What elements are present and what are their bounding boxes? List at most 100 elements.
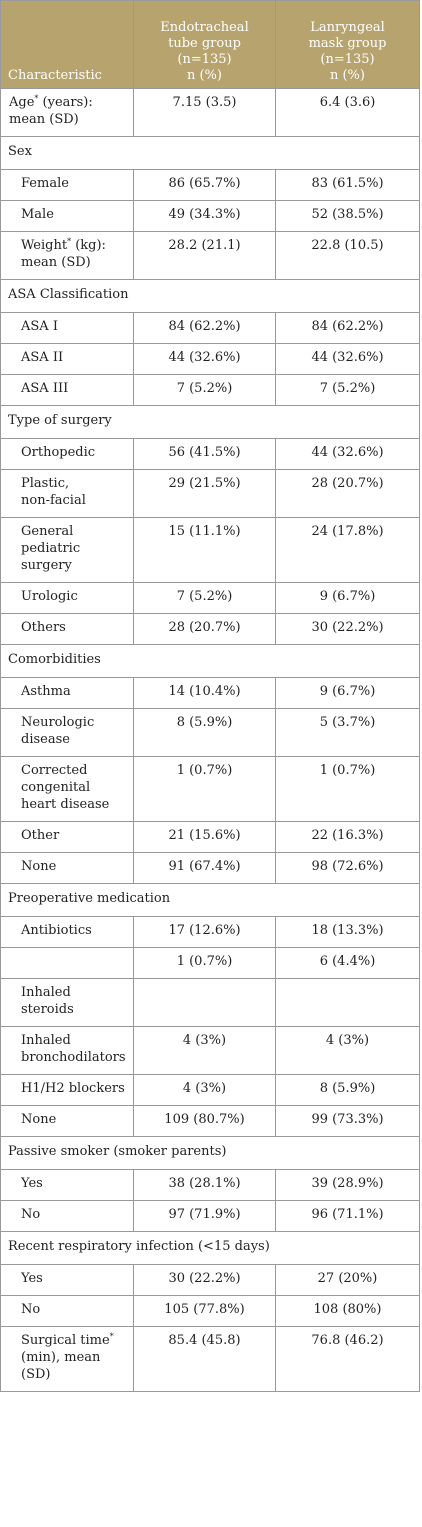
row-label-empty <box>0 947 134 979</box>
section-row-comorbidities: Comorbidities <box>0 644 420 678</box>
table-row: Orthopedic 56 (41.5%) 44 (32.6%) <box>0 438 420 470</box>
cell-g1: 86 (65.7%) <box>133 169 276 201</box>
table-row: Neurologic disease 8 (5.9%) 5 (3.7%) <box>0 708 420 757</box>
cell-g1: 1 (0.7%) <box>133 947 276 979</box>
table-row: General pediatric surgery 15 (11.1%) 24 (17.… <box>0 517 420 583</box>
table-row: Urologic 7 (5.2%) 9 (6.7%) <box>0 582 420 614</box>
section-row-passive-smoker: Passive smoker (smoker parents) <box>0 1136 420 1170</box>
table-row-weight: Weight* (kg): mean (SD) 28.2 (21.1) 22.8 … <box>0 231 420 280</box>
section-row-surgery: Type of surgery <box>0 405 420 439</box>
cell-g1: 109 (80.7%) <box>133 1105 276 1137</box>
section-title: Preoperative medication <box>0 883 420 917</box>
cell-g2 <box>275 978 420 1027</box>
table-row: Plastic, non-facial 29 (21.5%) 28 (20.7%) <box>0 469 420 518</box>
table-row: None 91 (67.4%) 98 (72.6%) <box>0 852 420 884</box>
cell-g1: 14 (10.4%) <box>133 677 276 709</box>
section-title: Comorbidities <box>0 644 420 678</box>
row-label: Inhaled steroids <box>0 978 134 1027</box>
cell-g2: 30 (22.2%) <box>275 613 420 645</box>
table-row: None 109 (80.7%) 99 (73.3%) <box>0 1105 420 1137</box>
table-row: Antibiotics 17 (12.6%) 18 (13.3%) <box>0 916 420 948</box>
row-label: ASA I <box>0 312 134 344</box>
row-label: H1/H2 blockers <box>0 1074 134 1106</box>
section-title: Recent respiratory infection (<15 days) <box>0 1231 420 1265</box>
row-label: Yes <box>0 1264 134 1296</box>
table-row: Other 21 (15.6%) 22 (16.3%) <box>0 821 420 853</box>
row-label: Inhaled bronchodilators <box>0 1026 134 1075</box>
row-label: Plastic, non-facial <box>0 469 134 518</box>
cell-g1: 7 (5.2%) <box>133 374 276 406</box>
table-row: Others 28 (20.7%) 30 (22.2%) <box>0 613 420 645</box>
header-characteristic: Characteristic <box>0 0 134 89</box>
table-row: Inhaled bronchodilators 4 (3%) 4 (3%) <box>0 1026 420 1075</box>
row-label: Others <box>0 613 134 645</box>
cell-g1: 49 (34.3%) <box>133 200 276 232</box>
table-row: Corrected congenital heart disease 1 (0.7%)… <box>0 756 420 822</box>
cell-g2: 99 (73.3%) <box>275 1105 420 1137</box>
cell-g1: 8 (5.9%) <box>133 708 276 757</box>
section-row-premedication: Preoperative medication <box>0 883 420 917</box>
cell-g2: 84 (62.2%) <box>275 312 420 344</box>
cell-g2: 7 (5.2%) <box>275 374 420 406</box>
header-row: Characteristic Endotracheal tube group (… <box>0 0 420 89</box>
cell-g2: 18 (13.3%) <box>275 916 420 948</box>
cell-g1: 97 (71.9%) <box>133 1200 276 1232</box>
row-label: ASA II <box>0 343 134 375</box>
cell-g1: 7.15 (3.5) <box>133 88 276 137</box>
cell-g1: 85.4 (45.8) <box>133 1326 276 1392</box>
row-label: No <box>0 1295 134 1327</box>
cell-g1: 4 (3%) <box>133 1074 276 1106</box>
cell-g2: 76.8 (46.2) <box>275 1326 420 1392</box>
cell-g2: 6.4 (3.6) <box>275 88 420 137</box>
row-label: Weight* (kg): mean (SD) <box>0 231 134 280</box>
cell-g1: 28 (20.7%) <box>133 613 276 645</box>
row-label: Female <box>0 169 134 201</box>
cell-g2: 4 (3%) <box>275 1026 420 1075</box>
cell-g2: 1 (0.7%) <box>275 756 420 822</box>
cell-g2: 96 (71.1%) <box>275 1200 420 1232</box>
cell-g2: 28 (20.7%) <box>275 469 420 518</box>
cell-g2: 9 (6.7%) <box>275 677 420 709</box>
row-label: ASA III <box>0 374 134 406</box>
row-label: Male <box>0 200 134 232</box>
row-label: Other <box>0 821 134 853</box>
section-row-respiratory-infection: Recent respiratory infection (<15 days) <box>0 1231 420 1265</box>
cell-g1: 1 (0.7%) <box>133 756 276 822</box>
cell-g2: 24 (17.8%) <box>275 517 420 583</box>
cell-g2: 44 (32.6%) <box>275 343 420 375</box>
table-row-surgical-time: Surgical time* (min), mean (SD) 85.4 (45.8… <box>0 1326 420 1392</box>
cell-g1: 30 (22.2%) <box>133 1264 276 1296</box>
table-row: No 97 (71.9%) 96 (71.1%) <box>0 1200 420 1232</box>
table-row: Yes 38 (28.1%) 39 (28.9%) <box>0 1169 420 1201</box>
row-label: Antibiotics <box>0 916 134 948</box>
section-title: Type of surgery <box>0 405 420 439</box>
cell-g1 <box>133 978 276 1027</box>
cell-g2: 44 (32.6%) <box>275 438 420 470</box>
table-row: Female 86 (65.7%) 83 (61.5%) <box>0 169 420 201</box>
section-row-sex: Sex <box>0 136 420 170</box>
table-row: Male 49 (34.3%) 52 (38.5%) <box>0 200 420 232</box>
cell-g1: 17 (12.6%) <box>133 916 276 948</box>
table-row: No 105 (77.8%) 108 (80%) <box>0 1295 420 1327</box>
row-label: Asthma <box>0 677 134 709</box>
cell-g2: 5 (3.7%) <box>275 708 420 757</box>
table-row: Asthma 14 (10.4%) 9 (6.7%) <box>0 677 420 709</box>
cell-g2: 39 (28.9%) <box>275 1169 420 1201</box>
cell-g1: 44 (32.6%) <box>133 343 276 375</box>
row-label: Age* (years): mean (SD) <box>0 88 134 137</box>
table-row: ASA III 7 (5.2%) 7 (5.2%) <box>0 374 420 406</box>
cell-g1: 84 (62.2%) <box>133 312 276 344</box>
row-label: Corrected congenital heart disease <box>0 756 134 822</box>
section-title: Passive smoker (smoker parents) <box>0 1136 420 1170</box>
row-label: Neurologic disease <box>0 708 134 757</box>
row-label: No <box>0 1200 134 1232</box>
cell-g2: 6 (4.4%) <box>275 947 420 979</box>
cell-g1: 56 (41.5%) <box>133 438 276 470</box>
section-title: ASA Classification <box>0 279 420 313</box>
characteristics-table: Characteristic Endotracheal tube group (… <box>0 0 420 1392</box>
row-label: Urologic <box>0 582 134 614</box>
header-endotracheal-group: Endotracheal tube group (n=135) n (%) <box>133 0 276 89</box>
table-row: 1 (0.7%) 6 (4.4%) <box>0 947 420 979</box>
table-row: ASA I 84 (62.2%) 84 (62.2%) <box>0 312 420 344</box>
cell-g2: 27 (20%) <box>275 1264 420 1296</box>
